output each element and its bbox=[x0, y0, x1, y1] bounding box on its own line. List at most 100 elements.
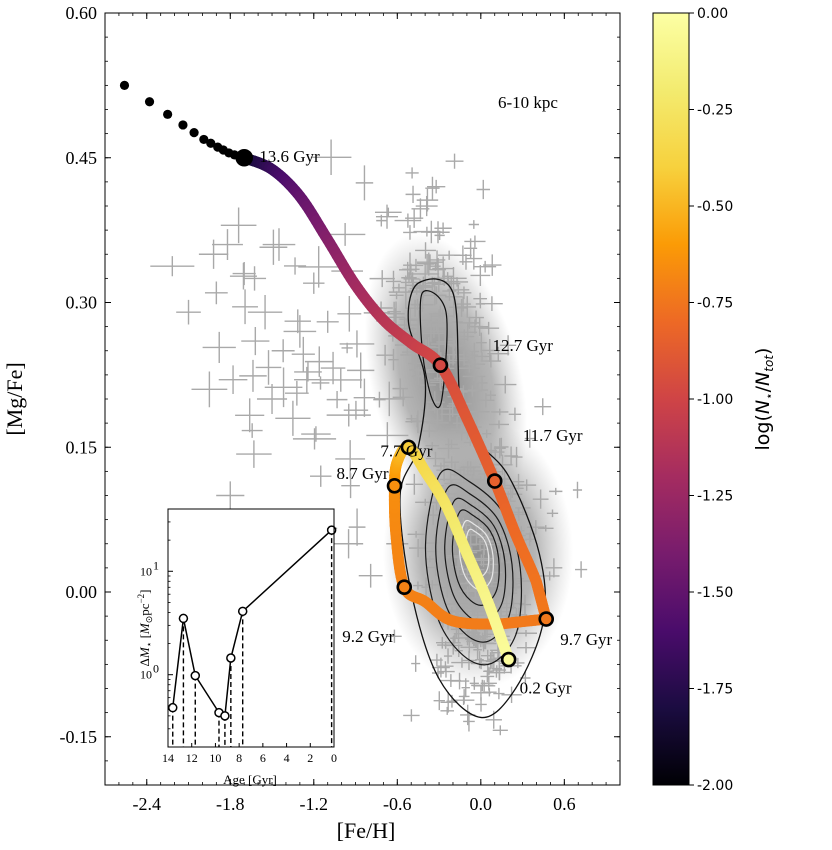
inset-point bbox=[237, 606, 248, 617]
sample-star-errorbar bbox=[320, 351, 346, 385]
age-marker bbox=[396, 579, 413, 595]
inset-y-axis-title: ΔM⋆ [M⊙pc−2] bbox=[136, 589, 154, 666]
sample-star-errorbar bbox=[504, 446, 518, 466]
sample-star-errorbar bbox=[392, 378, 409, 399]
inset-x-tick-label: 14 bbox=[162, 751, 174, 765]
sample-star-errorbar bbox=[425, 580, 440, 590]
sample-star-errorbar bbox=[413, 226, 441, 237]
sample-star-errorbar bbox=[324, 222, 366, 246]
sample-star-errorbar bbox=[465, 247, 483, 270]
colorbar-tick-label: 0.00 bbox=[697, 6, 728, 22]
sample-star-errorbar bbox=[534, 398, 552, 416]
colorbar-tick-label: -1.00 bbox=[697, 392, 733, 408]
sample-star-errorbar bbox=[387, 301, 405, 326]
y-tick-label: 0.00 bbox=[66, 582, 98, 602]
sample-star-errorbar bbox=[401, 272, 417, 284]
x-tick-label: -0.6 bbox=[383, 794, 412, 814]
colorbar-title: log(N⋆/Ntot) bbox=[752, 348, 776, 451]
early-track-point bbox=[206, 138, 216, 148]
colorbar-tick-label: -1.75 bbox=[697, 682, 733, 698]
sample-star-errorbar bbox=[482, 429, 492, 438]
sample-star-errorbar bbox=[431, 657, 450, 678]
age-marker-label: 11.7 Gyr bbox=[523, 426, 583, 445]
sample-star-errorbar bbox=[458, 689, 470, 704]
sample-star-errorbar bbox=[220, 207, 257, 244]
sample-star-errorbar bbox=[456, 286, 472, 300]
sample-star-errorbar bbox=[525, 532, 534, 547]
sample-star-errorbar bbox=[435, 636, 449, 649]
sample-star-errorbar bbox=[294, 362, 322, 382]
colorbar-tick-label: -0.50 bbox=[697, 199, 733, 215]
sample-star-errorbar bbox=[395, 319, 420, 331]
sample-star-errorbar bbox=[405, 410, 431, 434]
sample-star-errorbar bbox=[204, 281, 228, 305]
sample-star-errorbar bbox=[449, 672, 470, 690]
sample-star-errorbar bbox=[440, 471, 462, 487]
sample-star-errorbar bbox=[467, 383, 488, 398]
inset-y-tick-exponent: 1 bbox=[153, 558, 159, 572]
colorbar-gradient bbox=[652, 12, 690, 786]
sample-star-errorbar bbox=[216, 481, 245, 510]
sample-star-errorbar bbox=[437, 438, 460, 459]
sample-star-errorbar bbox=[460, 461, 481, 473]
age-marker-label: 9.2 Gyr bbox=[342, 627, 394, 646]
early-track-point bbox=[189, 128, 199, 138]
sample-star-errorbar bbox=[485, 390, 496, 400]
sample-star-errorbar bbox=[229, 262, 257, 290]
sample-star-errorbar bbox=[510, 446, 523, 468]
sample-star-errorbar bbox=[426, 414, 449, 432]
sample-star-errorbar bbox=[427, 179, 446, 194]
sample-star-errorbar bbox=[232, 289, 258, 325]
sample-star-errorbar bbox=[407, 531, 425, 538]
sample-star-errorbar bbox=[480, 543, 489, 555]
sample-star-errorbar bbox=[392, 283, 406, 292]
sample-star-errorbar bbox=[480, 338, 500, 362]
sample-star-errorbar bbox=[358, 563, 383, 588]
sample-star-errorbar bbox=[411, 319, 425, 339]
sample-star-errorbar bbox=[430, 333, 448, 355]
sample-star-errorbar bbox=[415, 195, 438, 217]
sample-star-errorbar bbox=[236, 440, 272, 468]
sample-star-errorbar bbox=[476, 476, 485, 484]
sample-star-errorbar bbox=[436, 330, 455, 354]
sample-star-errorbar bbox=[470, 685, 492, 701]
sample-star-errorbar bbox=[443, 648, 453, 664]
sample-star-errorbar bbox=[376, 344, 394, 366]
sample-star-errorbar bbox=[480, 670, 495, 683]
sample-star-errorbar bbox=[494, 375, 517, 394]
sample-star-errorbar bbox=[515, 630, 537, 637]
sample-star-errorbar bbox=[431, 309, 454, 323]
sample-star-errorbar bbox=[241, 423, 263, 438]
sample-star-errorbar bbox=[298, 246, 340, 288]
sample-star-errorbar bbox=[492, 725, 508, 736]
sample-star-errorbar bbox=[494, 533, 513, 552]
sample-star-errorbar bbox=[417, 253, 438, 274]
age-marker bbox=[500, 651, 517, 668]
x-tick-label: -1.2 bbox=[300, 794, 329, 814]
sample-star-errorbar bbox=[339, 330, 375, 358]
inset-point bbox=[226, 653, 236, 663]
sample-star-errorbar bbox=[440, 407, 460, 422]
early-track-point bbox=[119, 80, 130, 90]
early-track-point bbox=[144, 97, 155, 107]
inset-frame bbox=[167, 508, 335, 748]
sample-star-errorbar bbox=[262, 228, 296, 261]
sample-star-errorbar bbox=[256, 383, 288, 415]
sample-star-errorbar bbox=[425, 451, 446, 466]
sample-star-errorbar bbox=[476, 375, 488, 390]
sample-star-errorbar bbox=[488, 664, 511, 681]
colorbar-ticks: 0.00 -0.25 -0.50 -0.75 -1.00 -1.25 -1.50 -1.75 -… bbox=[689, 6, 733, 794]
inset-x-tick-label: 10 bbox=[209, 751, 221, 765]
age-marker bbox=[400, 439, 417, 456]
colorbar: 0.00 -0.25 -0.50 -0.75 -1.00 -1.25 -1.50 -1.75 -… bbox=[652, 6, 776, 794]
sample-star-errorbar bbox=[464, 235, 486, 248]
x-tick-label: -1.8 bbox=[216, 794, 245, 814]
inset-point bbox=[190, 670, 201, 681]
sample-star-errorbar bbox=[425, 176, 440, 200]
sample-star-errorbar bbox=[291, 336, 315, 372]
sample-star-errorbar bbox=[259, 229, 288, 265]
age-marker-label: 12.7 Gyr bbox=[492, 336, 553, 355]
sample-star-errorbar bbox=[176, 299, 201, 325]
sample-star-errorbar bbox=[202, 331, 236, 364]
sample-star-errorbar bbox=[425, 442, 439, 450]
